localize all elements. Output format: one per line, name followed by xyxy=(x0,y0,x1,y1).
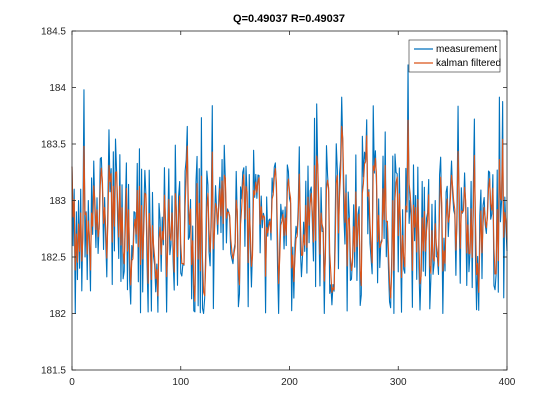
x-axis: 0 100 200 300 400 xyxy=(69,31,516,388)
y-tick-label-6: 184.5 xyxy=(41,27,66,38)
y-tick-label-1: 182 xyxy=(49,309,66,320)
y-tick-label-0: 181.5 xyxy=(41,366,66,377)
x-tick-label-3: 300 xyxy=(390,377,407,388)
legend-label-kalman-filtered: kalman filtered xyxy=(436,58,501,69)
y-tick-label-5: 184 xyxy=(49,83,66,94)
legend-label-measurement: measurement xyxy=(436,44,497,55)
x-tick-label-0: 0 xyxy=(69,377,75,388)
y-tick-label-3: 183 xyxy=(49,196,66,207)
y-tick-label-2: 182.5 xyxy=(41,253,66,264)
x-tick-label-4: 400 xyxy=(499,377,516,388)
x-tick-label-1: 100 xyxy=(172,377,189,388)
chart-title: Q=0.49037 R=0.49037 xyxy=(233,13,345,25)
series-layer xyxy=(71,64,508,315)
y-axis: 181.5 182 182.5 183 183.5 184 184.5 xyxy=(41,27,507,377)
series-line-kalman-filtered xyxy=(71,119,508,302)
x-tick-label-2: 200 xyxy=(281,377,298,388)
plot-area: 0 100 200 300 400 181.5182182.5183183.518418… xyxy=(41,27,516,389)
legend-box xyxy=(408,39,501,73)
y-tick-label-4: 183.5 xyxy=(41,140,66,151)
legend[interactable]: measurement kalman filtered xyxy=(408,39,501,73)
